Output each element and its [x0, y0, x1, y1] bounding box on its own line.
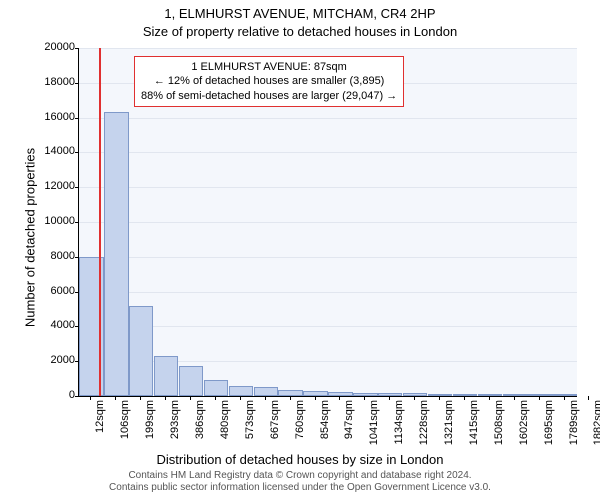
y-tick-mark: [75, 222, 79, 223]
x-tick-mark: [339, 396, 340, 400]
gridline: [79, 222, 577, 223]
histogram-bar: [104, 112, 128, 396]
x-tick-mark: [215, 396, 216, 400]
x-tick-label: 1882sqm: [592, 400, 600, 452]
plot-area: 1 ELMHURST AVENUE: 87sqm← 12% of detache…: [78, 48, 577, 397]
x-tick-mark: [290, 396, 291, 400]
footer-attribution: Contains HM Land Registry data © Crown c…: [0, 470, 600, 494]
chart-subtitle: Size of property relative to detached ho…: [0, 24, 600, 39]
x-tick-label: 106sqm: [119, 400, 131, 452]
footer-line-1: Contains HM Land Registry data © Crown c…: [0, 470, 600, 482]
x-tick-mark: [90, 396, 91, 400]
x-tick-label: 1321sqm: [443, 400, 455, 452]
histogram-bar: [179, 366, 203, 396]
y-tick-mark: [75, 48, 79, 49]
gridline: [79, 187, 577, 188]
x-axis-label: Distribution of detached houses by size …: [0, 452, 600, 467]
x-tick-mark: [115, 396, 116, 400]
histogram-bar: [129, 306, 153, 396]
footer-line-2: Contains public sector information licen…: [0, 482, 600, 494]
x-tick-label: 480sqm: [219, 400, 231, 452]
x-tick-label: 573sqm: [244, 400, 256, 452]
gridline: [79, 48, 577, 49]
x-tick-label: 199sqm: [144, 400, 156, 452]
x-tick-label: 1508sqm: [493, 400, 505, 452]
x-tick-mark: [414, 396, 415, 400]
x-tick-mark: [489, 396, 490, 400]
histogram-bar: [229, 386, 253, 396]
x-tick-label: 854sqm: [319, 400, 331, 452]
annotation-line-2: ← 12% of detached houses are smaller (3,…: [141, 74, 397, 88]
y-tick-label: 14000: [44, 146, 75, 157]
y-axis-label: Number of detached properties: [23, 108, 38, 368]
y-tick-mark: [75, 396, 79, 397]
annotation-box: 1 ELMHURST AVENUE: 87sqm← 12% of detache…: [134, 56, 404, 107]
y-tick-mark: [75, 118, 79, 119]
x-tick-label: 1041sqm: [368, 400, 380, 452]
histogram-bar: [204, 380, 228, 396]
x-tick-mark: [364, 396, 365, 400]
x-tick-label: 1695sqm: [543, 400, 555, 452]
x-tick-label: 1789sqm: [568, 400, 580, 452]
x-tick-mark: [564, 396, 565, 400]
x-tick-label: 1228sqm: [418, 400, 430, 452]
x-tick-label: 1134sqm: [393, 400, 405, 452]
y-tick-label: 10000: [44, 216, 75, 227]
x-tick-mark: [315, 396, 316, 400]
y-tick-label: 2000: [51, 355, 75, 366]
y-tick-label: 6000: [51, 286, 75, 297]
y-tick-label: 16000: [44, 112, 75, 123]
x-tick-mark: [190, 396, 191, 400]
annotation-line-3: 88% of semi-detached houses are larger (…: [141, 89, 397, 103]
x-tick-label: 293sqm: [169, 400, 181, 452]
y-tick-label: 12000: [44, 181, 75, 192]
y-tick-label: 20000: [44, 42, 75, 53]
property-marker-line: [99, 48, 101, 396]
y-tick-mark: [75, 83, 79, 84]
gridline: [79, 118, 577, 119]
x-tick-mark: [588, 396, 589, 400]
x-tick-label: 760sqm: [294, 400, 306, 452]
x-tick-label: 1602sqm: [518, 400, 530, 452]
gridline: [79, 292, 577, 293]
x-tick-mark: [539, 396, 540, 400]
gridline: [79, 152, 577, 153]
x-tick-label: 667sqm: [269, 400, 281, 452]
y-tick-mark: [75, 152, 79, 153]
histogram-bar: [154, 356, 178, 396]
y-tick-label: 8000: [51, 251, 75, 262]
x-tick-mark: [265, 396, 266, 400]
histogram-bar: [254, 387, 278, 396]
x-tick-label: 1415sqm: [468, 400, 480, 452]
annotation-line-1: 1 ELMHURST AVENUE: 87sqm: [141, 60, 397, 74]
x-tick-mark: [389, 396, 390, 400]
gridline: [79, 326, 577, 327]
x-tick-label: 12sqm: [94, 400, 106, 452]
chart-title: 1, ELMHURST AVENUE, MITCHAM, CR4 2HP: [0, 6, 600, 21]
x-tick-mark: [439, 396, 440, 400]
y-tick-mark: [75, 187, 79, 188]
gridline: [79, 257, 577, 258]
x-tick-mark: [165, 396, 166, 400]
x-tick-mark: [140, 396, 141, 400]
x-tick-mark: [514, 396, 515, 400]
x-tick-mark: [240, 396, 241, 400]
x-tick-mark: [464, 396, 465, 400]
y-tick-label: 4000: [51, 320, 75, 331]
x-tick-label: 386sqm: [194, 400, 206, 452]
y-tick-label: 18000: [44, 77, 75, 88]
chart-container: 1, ELMHURST AVENUE, MITCHAM, CR4 2HP Siz…: [0, 0, 600, 500]
y-tick-label: 0: [69, 390, 75, 401]
x-tick-label: 947sqm: [343, 400, 355, 452]
